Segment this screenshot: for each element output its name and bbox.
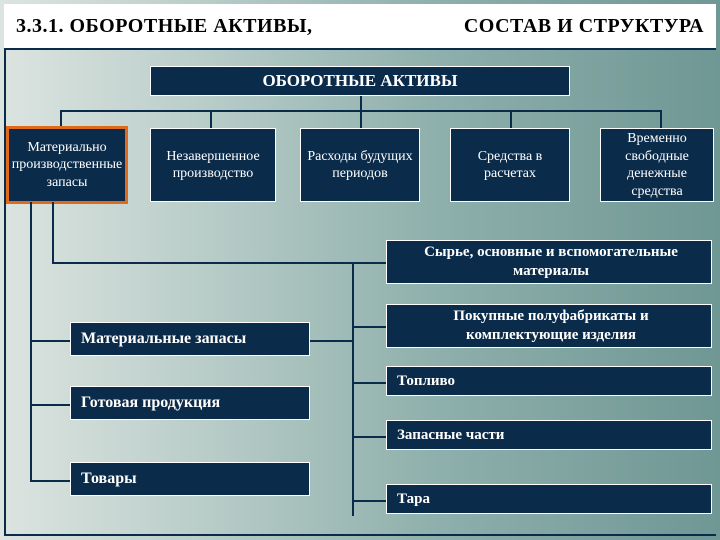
root-node: ОБОРОТНЫЕ АКТИВЫ [150,66,570,96]
conn-l1-to-r [310,340,354,342]
conn-r4 [352,436,386,438]
conn-drop-1 [60,110,62,128]
right-node-2: Покупные полуфабрикаты и комплектующие и… [386,304,712,348]
left-node-1: Материальные запасы [70,322,310,356]
child-node-5: Временно свободные денежные средства [600,128,714,202]
right-node-3: Топливо [386,366,712,396]
conn-left-trunk [30,202,32,482]
conn-right-feed-top [52,262,352,264]
frame-left [4,50,6,536]
conn-drop-2 [210,110,212,128]
conn-root-down [360,96,362,110]
conn-drop-3 [360,110,362,128]
title-bar: 3.3.1. ОБОРОТНЫЕ АКТИВЫ, СОСТАВ И СТРУКТ… [4,4,716,50]
conn-r5 [352,500,386,502]
conn-right-trunk [352,262,354,516]
title-left: 3.3.1. ОБОРОТНЫЕ АКТИВЫ, [16,15,313,38]
child-node-2: Незавершенное производство [150,128,276,202]
conn-r3 [352,382,386,384]
right-node-4: Запасные части [386,420,712,450]
conn-l1 [30,340,70,342]
child-node-3: Расходы будущих периодов [300,128,420,202]
right-node-1: Сырье, основные и вспомогательные матери… [386,240,712,284]
conn-drop-5 [660,110,662,128]
right-node-5: Тара [386,484,712,514]
conn-r1 [352,262,386,264]
diagram-page: 3.3.1. ОБОРОТНЫЕ АКТИВЫ, СОСТАВ И СТРУКТ… [0,0,720,540]
conn-l3 [30,480,70,482]
conn-r2 [352,326,386,328]
left-node-2: Готовая продукция [70,386,310,420]
child-node-4: Средства в расчетах [450,128,570,202]
left-node-3: Товары [70,462,310,496]
conn-left-trunk2 [52,202,54,262]
conn-drop-4 [510,110,512,128]
child-node-1: Материально производственные запасы [8,128,126,202]
title-right: СОСТАВ И СТРУКТУРА [464,15,704,38]
conn-l2 [30,404,70,406]
frame-bottom [4,534,716,536]
